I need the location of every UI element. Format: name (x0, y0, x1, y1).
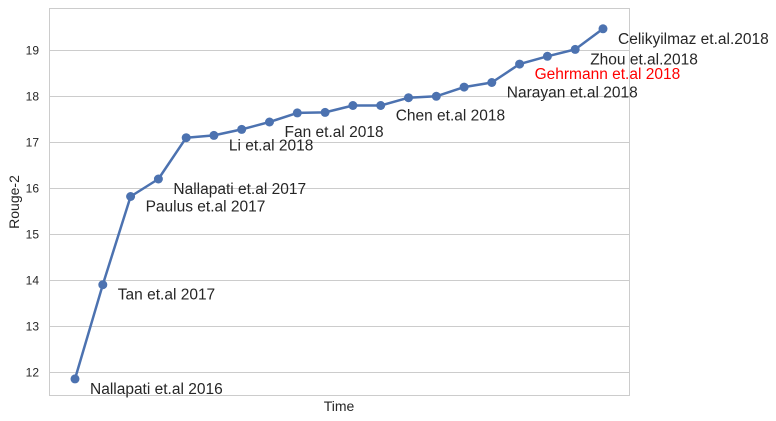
plot-frame (49, 8, 630, 396)
data-point (570, 44, 580, 54)
data-point (542, 51, 552, 61)
annotations: Nallapati et.al 2016 Tan et.al 2017 Paulus… (90, 31, 769, 398)
y-tick-label: 15 (26, 228, 40, 242)
data-point (237, 124, 247, 134)
annotation-label: Li et.al 2018 (229, 137, 313, 154)
data-point (376, 101, 386, 110)
data-point (515, 59, 525, 69)
data-point (348, 101, 358, 110)
y-tick-label: 16 (26, 182, 40, 196)
data-point (126, 192, 136, 201)
annotation-label: Chen et.al 2018 (396, 108, 505, 125)
series-line (73, 27, 605, 381)
data-point (209, 130, 219, 140)
data-point (98, 280, 108, 290)
data-point (292, 108, 302, 118)
series-line-layer (73, 27, 605, 381)
data-point (431, 91, 441, 101)
y-tick-label: 19 (26, 44, 40, 58)
annotation-label: Gehrmann et.al 2018 (535, 66, 681, 83)
y-tick-label: 13 (26, 320, 40, 334)
data-point (459, 82, 469, 92)
data-point (181, 133, 191, 143)
annotation-label: Nallapati et.al 2017 (173, 181, 306, 198)
annotation-label: Narayan et.al 2018 (507, 85, 638, 102)
y-tick-label: 17 (26, 136, 40, 150)
y-tick-label: 12 (26, 366, 40, 380)
data-point (598, 24, 608, 34)
data-point (70, 374, 80, 384)
data-point (320, 107, 330, 117)
y-tick-label: 14 (26, 274, 40, 288)
annotation-label: Fan et.al 2018 (285, 124, 384, 141)
data-points (70, 24, 608, 384)
annotation-label: Nallapati et.al 2016 (90, 381, 223, 398)
data-point (153, 174, 163, 184)
annotation-label: Zhou et.al.2018 (590, 51, 698, 68)
y-tick-label: 18 (26, 90, 40, 104)
data-point (404, 93, 413, 103)
annotation-label: Paulus et.al 2017 (146, 199, 266, 216)
annotation-label: Celikyilmaz et.al.2018 (618, 31, 769, 48)
data-point (487, 78, 497, 87)
data-point (265, 117, 274, 127)
y-tick-labels: 12 13 14 15 16 17 18 19 (26, 44, 40, 380)
x-axis-label: Time (324, 398, 355, 414)
annotation-label: Tan et.al 2017 (118, 287, 215, 304)
grid-layer (50, 50, 629, 373)
y-axis-label: Rouge-2 (6, 175, 22, 229)
